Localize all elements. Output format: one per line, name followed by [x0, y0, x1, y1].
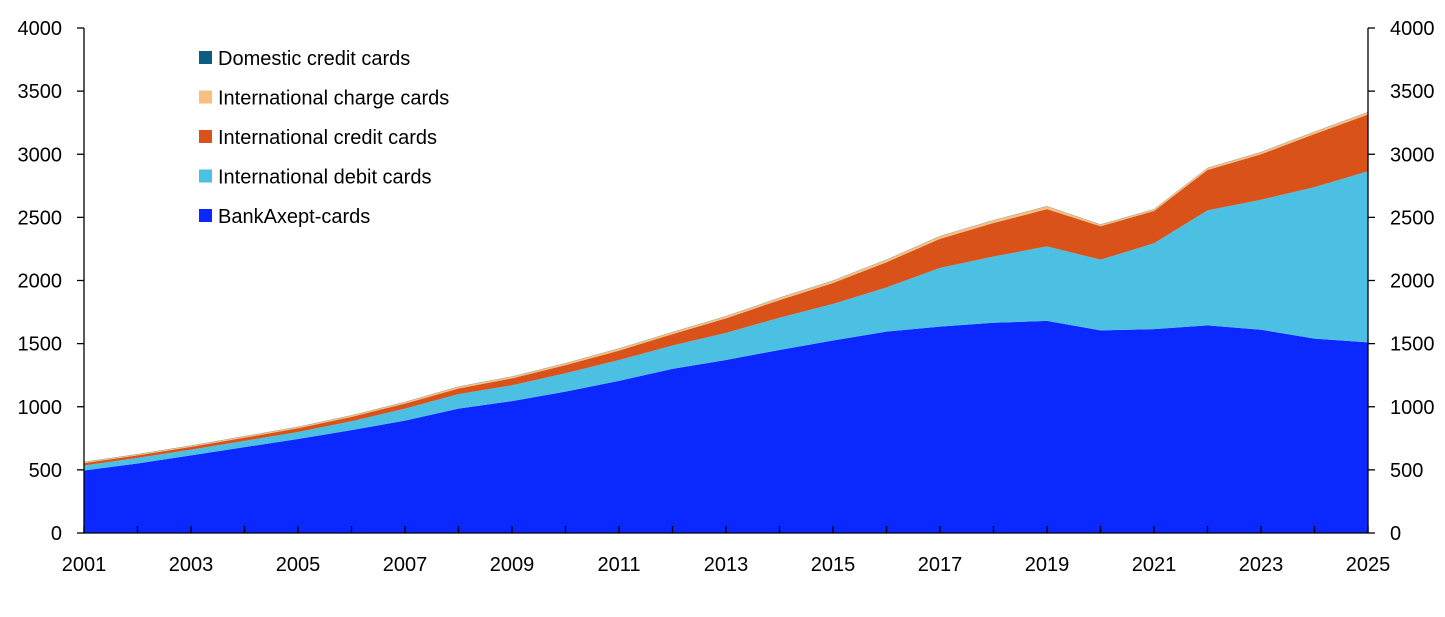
- x-tick-label: 2015: [811, 554, 856, 576]
- x-tick-label: 2011: [597, 554, 640, 576]
- x-tick-label: 2021: [1132, 554, 1177, 576]
- x-tick-label: 2017: [918, 554, 963, 576]
- legend-label-international-debit-cards: International debit cards: [218, 167, 431, 189]
- y-tick-label-left: 0: [51, 523, 62, 545]
- y-tick-label-left: 3500: [18, 81, 63, 103]
- x-tick-label: 2007: [383, 554, 428, 576]
- y-tick-label-right: 500: [1390, 460, 1423, 482]
- x-tick-label: 2023: [1239, 554, 1284, 576]
- legend-label-domestic-credit-cards: Domestic credit cards: [218, 48, 410, 70]
- y-tick-label-right: 1000: [1390, 397, 1435, 419]
- y-tick-label-right: 1500: [1390, 334, 1435, 356]
- legend-label-international-credit-cards: International credit cards: [218, 127, 437, 149]
- x-tick-label: 2005: [276, 554, 321, 576]
- x-tick-label: 2003: [169, 554, 214, 576]
- legend: Domestic credit cards International charg…: [199, 48, 449, 228]
- y-tick-label-left: 2500: [18, 207, 63, 229]
- x-tick-label: 2001: [62, 554, 107, 576]
- legend-swatch-domestic-credit-cards: [199, 51, 212, 64]
- area-series-international-debit-cards: [84, 171, 1368, 471]
- y-tick-label-right: 3000: [1390, 144, 1435, 166]
- y-tick-label-right: 4000: [1390, 18, 1435, 40]
- x-tick-label: 2025: [1346, 554, 1391, 576]
- legend-label-international-charge-cards: International charge cards: [218, 88, 449, 110]
- y-tick-label-right: 3500: [1390, 81, 1435, 103]
- legend-swatch-international-debit-cards: [199, 169, 212, 183]
- legend-label-bankaxept-cards: BankAxept-cards: [218, 206, 370, 228]
- y-tick-label-left: 2000: [18, 271, 63, 293]
- legend-swatch-international-charge-cards: [199, 90, 212, 104]
- y-tick-label-left: 4000: [18, 18, 63, 40]
- area-series-bankaxept-cards: [84, 320, 1368, 533]
- legend-swatch-international-credit-cards: [199, 130, 212, 143]
- y-tick-label-left: 1000: [18, 397, 63, 419]
- legend-swatch-bankaxept-cards: [199, 209, 212, 222]
- axes-group: 0 0 500 500 1000 1000 1500 1500 2000 2000 2500 2500…: [18, 18, 1435, 576]
- x-tick-label: 2019: [1025, 554, 1070, 576]
- y-tick-label-left: 500: [29, 460, 62, 482]
- y-tick-label-left: 1500: [18, 334, 63, 356]
- y-tick-label-right: 0: [1390, 523, 1401, 545]
- area-series-group: [84, 111, 1368, 533]
- x-tick-label: 2013: [704, 554, 749, 576]
- x-tick-label: 2009: [490, 554, 535, 576]
- y-tick-label-right: 2500: [1390, 207, 1435, 229]
- y-tick-label-right: 2000: [1390, 271, 1435, 293]
- y-tick-label-left: 3000: [18, 144, 63, 166]
